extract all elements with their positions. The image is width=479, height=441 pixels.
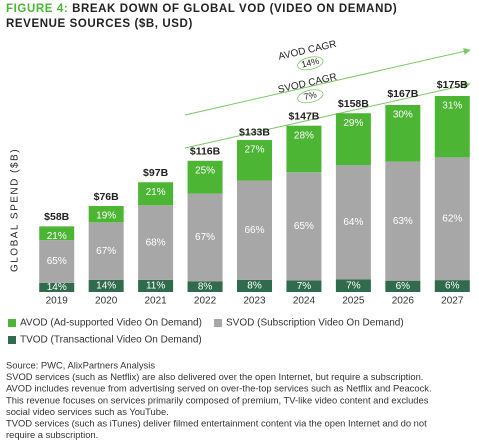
cagr-arrow bbox=[184, 81, 471, 149]
x-tick-label: 2023 bbox=[243, 296, 266, 307]
total-label: $158B bbox=[338, 98, 369, 110]
segment-label: 67% bbox=[96, 246, 116, 257]
legend-label: AVOD (Ad-supported Video On Demand) bbox=[20, 318, 202, 329]
segment-label: 27% bbox=[244, 145, 264, 156]
bar-segment bbox=[237, 279, 272, 292]
cagr-arrow bbox=[184, 47, 471, 116]
bar-segment bbox=[286, 125, 322, 173]
segment-label: 66% bbox=[244, 225, 264, 236]
bar-segment bbox=[187, 281, 223, 292]
total-label: $76B bbox=[94, 191, 120, 203]
x-tick-label: 2019 bbox=[46, 296, 69, 307]
segment-label: 29% bbox=[343, 118, 363, 129]
note: social video services such as YouTube. bbox=[6, 406, 169, 417]
segment-label: 63% bbox=[393, 216, 413, 227]
title-line: BREAK DOWN OF GLOBAL VOD (VIDEO ON DEMAN… bbox=[72, 3, 397, 15]
note: Source: PWC, AlixPartners Analysis bbox=[6, 359, 155, 370]
bar-segment bbox=[286, 280, 322, 292]
bar-segment bbox=[39, 240, 75, 283]
segment-label: 7% bbox=[346, 280, 361, 291]
legend-label: SVOD (Subscription Video On Demand) bbox=[226, 318, 404, 329]
bar-segment bbox=[187, 160, 223, 194]
bar-segment bbox=[385, 280, 421, 292]
x-tick-label: 2025 bbox=[342, 296, 365, 307]
segment-label: 67% bbox=[195, 232, 215, 243]
annotation-value: 14% bbox=[300, 56, 320, 70]
note: TVOD services (such as iTunes) deliver f… bbox=[6, 417, 427, 428]
total-label: $116B bbox=[190, 146, 221, 158]
note: This revenue focuses on services primari… bbox=[6, 394, 429, 405]
total-label: $175B bbox=[437, 79, 468, 91]
bar-segment bbox=[138, 205, 174, 280]
segment-label: 6% bbox=[396, 281, 411, 292]
segment-label: 21% bbox=[146, 187, 166, 198]
segment-label: 68% bbox=[146, 237, 166, 248]
total-label: $133B bbox=[239, 126, 270, 138]
legend-swatch bbox=[8, 336, 16, 344]
bar-segment bbox=[237, 180, 272, 280]
bar-segment bbox=[187, 193, 223, 282]
bar-segment bbox=[434, 95, 470, 158]
bar-segment bbox=[39, 282, 75, 292]
segment-label: 8% bbox=[247, 281, 262, 292]
bar-segment bbox=[286, 172, 322, 281]
x-tick-label: 2021 bbox=[144, 296, 167, 307]
segment-label: 30% bbox=[393, 110, 413, 121]
annotation-value: 7% bbox=[303, 89, 318, 102]
x-tick-label: 2026 bbox=[392, 296, 415, 307]
total-label: $147B bbox=[288, 110, 319, 122]
x-tick-label: 2022 bbox=[194, 296, 217, 307]
bar-segment bbox=[237, 140, 272, 181]
bar-segment bbox=[88, 279, 124, 292]
legend-swatch bbox=[8, 319, 16, 327]
bar-segment bbox=[434, 157, 470, 281]
segment-label: 11% bbox=[146, 281, 165, 292]
bar-segment bbox=[88, 222, 124, 280]
segment-label: 28% bbox=[294, 130, 314, 141]
bar-segment bbox=[385, 104, 421, 162]
annotation-pill bbox=[297, 56, 324, 71]
y-axis-label: GLOBAL SPEND ($B) bbox=[10, 148, 21, 272]
bar-segment bbox=[335, 165, 371, 280]
segment-label: 65% bbox=[47, 256, 67, 267]
bar-segment bbox=[88, 206, 124, 223]
segment-label: 25% bbox=[195, 165, 215, 176]
x-tick-label: 2027 bbox=[441, 296, 464, 307]
segment-label: 65% bbox=[294, 221, 314, 232]
bar-segment bbox=[385, 161, 421, 281]
note: require a subscription. bbox=[6, 429, 98, 440]
bar-segment bbox=[335, 113, 371, 166]
total-label: $97B bbox=[143, 167, 169, 179]
segment-label: 14% bbox=[47, 282, 67, 293]
legend-label: TVOD (Transactional Video On Demand) bbox=[20, 335, 202, 346]
note: SVOD services (such as Netflix) are also… bbox=[6, 371, 423, 382]
bar-segment bbox=[434, 280, 470, 292]
segment-label: 8% bbox=[198, 281, 213, 292]
segment-label: 62% bbox=[442, 213, 462, 224]
note: AVOD includes revenue from advertising s… bbox=[6, 383, 432, 394]
bar-segment bbox=[39, 226, 75, 241]
bar-segment bbox=[335, 279, 371, 292]
total-label: $58B bbox=[44, 211, 70, 223]
segment-label: 31% bbox=[442, 101, 462, 112]
bar-segment bbox=[138, 279, 174, 292]
title-prefix: FIGURE 4: bbox=[6, 3, 68, 15]
segment-label: 21% bbox=[47, 231, 67, 242]
segment-label: 14% bbox=[96, 281, 116, 292]
x-tick-label: 2024 bbox=[293, 296, 316, 307]
total-label: $167B bbox=[387, 88, 418, 100]
annotation-pill bbox=[297, 89, 324, 104]
chart-title: REVENUE SOURCES ($B, USD) bbox=[6, 18, 193, 30]
segment-label: 7% bbox=[297, 281, 312, 292]
segment-label: 6% bbox=[445, 281, 460, 292]
segment-label: 19% bbox=[96, 211, 116, 222]
segment-label: 64% bbox=[343, 217, 363, 228]
legend-swatch bbox=[214, 319, 222, 327]
x-tick-label: 2020 bbox=[95, 296, 118, 307]
bar-segment bbox=[138, 182, 174, 206]
chart-title: FIGURE 4: BREAK DOWN OF GLOBAL VOD (VIDE… bbox=[6, 3, 397, 15]
